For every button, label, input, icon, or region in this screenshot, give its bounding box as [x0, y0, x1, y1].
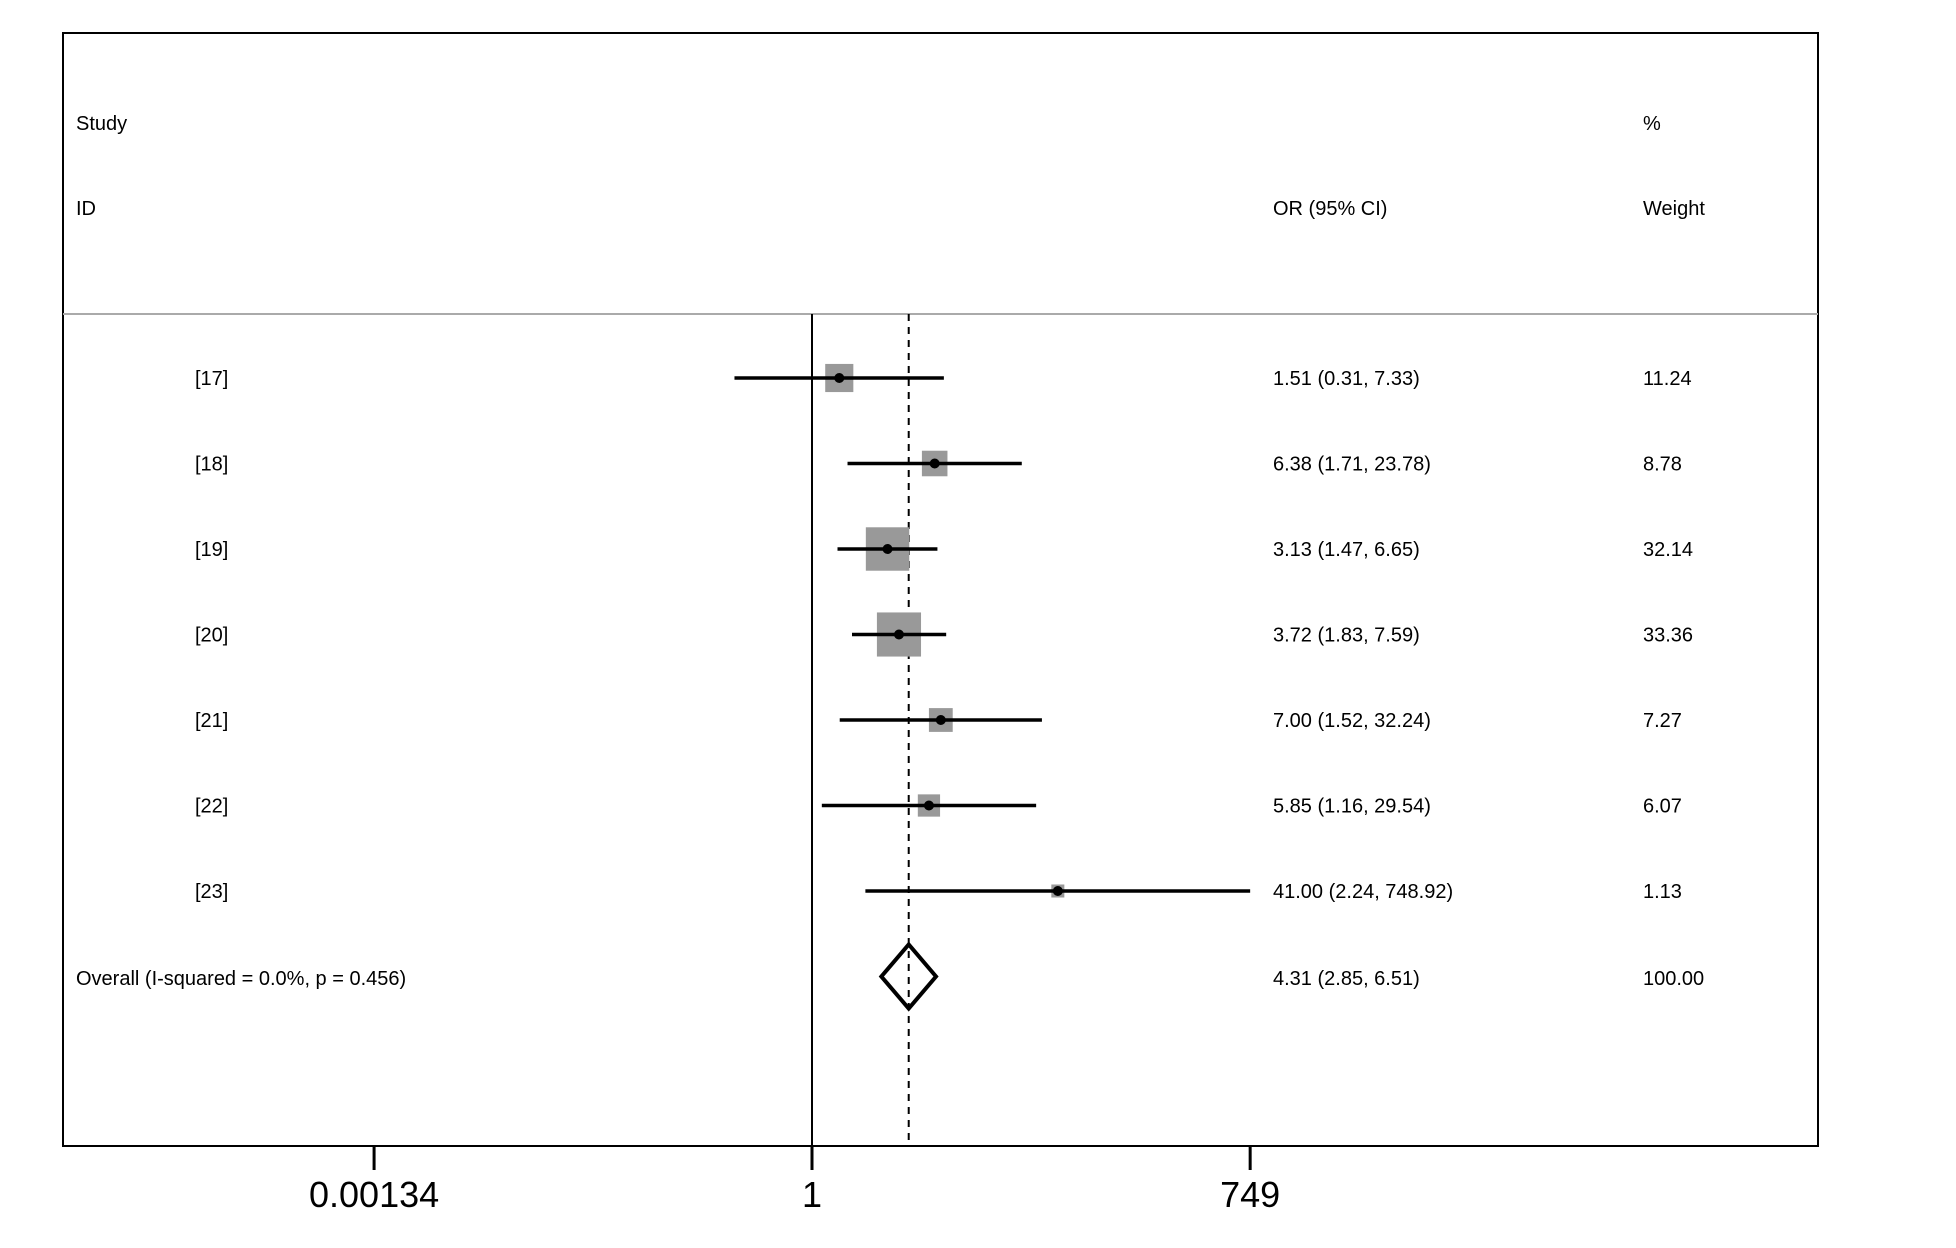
study-rows: [17] 1.51 (0.31, 7.33) 11.24 [18] 6.38 (1.71… — [195, 363, 1693, 903]
study-or-ci: 6.38 (1.71, 23.78) — [1273, 454, 1431, 476]
x-tick-label: 749 — [1220, 1174, 1280, 1215]
study-weight: 11.24 — [1643, 368, 1692, 390]
study-weight: 33.36 — [1643, 625, 1693, 647]
study-row: [19] 3.13 (1.47, 6.65) 32.14 — [195, 527, 1693, 571]
study-or-ci: 5.85 (1.16, 29.54) — [1273, 796, 1431, 818]
point-estimate — [935, 715, 946, 725]
header-study: Study — [76, 113, 127, 135]
plot-frame — [62, 32, 1819, 1147]
study-id: [23] — [195, 881, 228, 903]
study-id: [22] — [195, 796, 228, 818]
study-row: [22] 5.85 (1.16, 29.54) 6.07 — [195, 794, 1682, 818]
x-tick-label: 0.00134 — [309, 1174, 439, 1215]
overall-ci: 4.31 (2.85, 6.51) — [1273, 968, 1420, 990]
study-id: [20] — [195, 625, 228, 647]
study-or-ci: 7.00 (1.52, 32.24) — [1273, 710, 1431, 732]
point-estimate — [893, 629, 904, 640]
point-estimate — [923, 800, 934, 811]
study-row: [23] 41.00 (2.24, 748.92) 1.13 — [195, 881, 1682, 903]
study-or-ci: 41.00 (2.24, 748.92) — [1273, 881, 1453, 903]
header-id: ID — [76, 198, 96, 220]
study-or-ci: 1.51 (0.31, 7.33) — [1273, 368, 1420, 390]
point-estimate — [882, 544, 893, 554]
study-row: [21] 7.00 (1.52, 32.24) 7.27 — [195, 708, 1682, 732]
x-axis: 0.00134 1 749 — [309, 1146, 1280, 1215]
x-tick-label: 1 — [802, 1174, 822, 1215]
study-weight: 8.78 — [1643, 454, 1682, 476]
overall-label: Overall (I-squared = 0.0%, p = 0.456) — [76, 968, 406, 990]
point-estimate — [1052, 886, 1063, 896]
header-percent: % — [1643, 113, 1661, 135]
study-weight: 7.27 — [1643, 710, 1682, 732]
study-row: [17] 1.51 (0.31, 7.33) 11.24 — [195, 363, 1692, 393]
point-estimate — [834, 373, 845, 383]
study-or-ci: 3.13 (1.47, 6.65) — [1273, 539, 1420, 561]
header-weight: Weight — [1643, 198, 1705, 220]
study-id: [18] — [195, 454, 228, 476]
study-row: [20] 3.72 (1.83, 7.59) 33.36 — [195, 612, 1693, 657]
point-estimate — [929, 458, 940, 469]
overall-diamond — [878, 941, 939, 1012]
header-or-ci: OR (95% CI) — [1273, 198, 1387, 220]
overall-weight: 100.00 — [1643, 968, 1704, 990]
study-weight: 32.14 — [1643, 539, 1693, 561]
study-id: [17] — [195, 368, 228, 390]
study-id: [21] — [195, 710, 228, 732]
study-or-ci: 3.72 (1.83, 7.59) — [1273, 625, 1420, 647]
study-id: [19] — [195, 539, 228, 561]
study-weight: 6.07 — [1643, 796, 1682, 818]
study-row: [18] 6.38 (1.71, 23.78) 8.78 — [195, 450, 1682, 477]
study-weight: 1.13 — [1643, 881, 1682, 903]
